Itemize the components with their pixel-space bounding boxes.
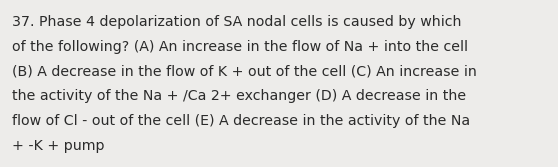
Text: the activity of the Na + /Ca 2+ exchanger (D) A decrease in the: the activity of the Na + /Ca 2+ exchange… [12,89,466,103]
Text: + -K + pump: + -K + pump [12,139,105,153]
Text: of the following? (A) An increase in the flow of Na + into the cell: of the following? (A) An increase in the… [12,40,468,54]
Text: (B) A decrease in the flow of K + out of the cell (C) An increase in: (B) A decrease in the flow of K + out of… [12,64,477,78]
Text: flow of Cl - out of the cell (E) A decrease in the activity of the Na: flow of Cl - out of the cell (E) A decre… [12,114,470,128]
Text: 37. Phase 4 depolarization of SA nodal cells is caused by which: 37. Phase 4 depolarization of SA nodal c… [12,15,462,29]
